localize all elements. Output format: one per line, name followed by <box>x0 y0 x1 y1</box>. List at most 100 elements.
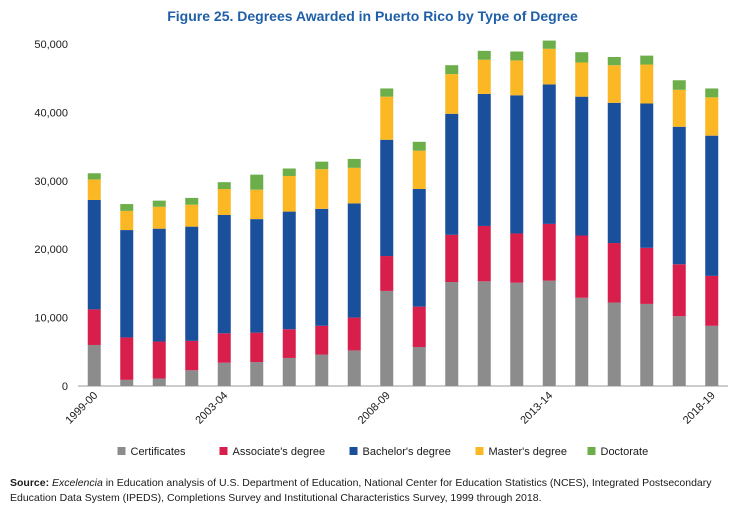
bar-segment <box>120 204 134 211</box>
bar-segment <box>185 204 199 227</box>
bar-segment <box>380 88 394 97</box>
bar-segment <box>412 189 426 307</box>
bar-segment <box>445 234 459 283</box>
legend-swatch <box>475 447 484 455</box>
bar-segment <box>217 362 231 386</box>
bar-segment <box>575 52 589 63</box>
bar-segment <box>250 332 264 363</box>
bar-segment <box>672 316 686 386</box>
bar-segment <box>250 189 264 220</box>
bar-segment <box>510 95 524 234</box>
bar-segment <box>575 62 589 97</box>
bar-segment <box>347 317 361 351</box>
legend-label: Bachelor's degree <box>363 446 451 458</box>
bar-segment <box>705 135 719 276</box>
bar-segment <box>640 303 654 386</box>
bar-segment <box>250 362 264 386</box>
bar-segment <box>477 50 491 60</box>
bar-segment <box>217 182 231 190</box>
bar-segment <box>185 340 199 371</box>
bar-segment <box>640 55 654 65</box>
legend-swatch <box>587 447 596 455</box>
bar-segment <box>380 139 394 257</box>
bar-segment <box>315 161 329 170</box>
chart-title: Figure 25. Degrees Awarded in Puerto Ric… <box>167 8 578 24</box>
bar-segment <box>217 189 231 215</box>
bar-segment <box>672 89 686 127</box>
bar-segment <box>185 226 199 341</box>
legend-label: Doctorate <box>601 446 649 458</box>
bar-segment <box>445 282 459 386</box>
y-tick-label: 20,000 <box>34 244 68 256</box>
bars <box>87 40 719 386</box>
bar-segment <box>380 256 394 291</box>
bar-segment <box>380 290 394 386</box>
bar-segment <box>640 247 654 304</box>
bar-segment <box>477 281 491 386</box>
bar-segment <box>282 168 296 177</box>
legend-swatch <box>117 447 126 455</box>
bar-segment <box>640 64 654 104</box>
bar-segment <box>412 141 426 151</box>
bar-segment <box>347 167 361 204</box>
bar-segment <box>412 150 426 190</box>
bar-segment <box>510 233 524 283</box>
x-tick-label: 2018-19 <box>681 390 718 427</box>
bar-segment <box>542 84 556 224</box>
bar-segment <box>282 211 296 330</box>
bar-segment <box>477 93 491 226</box>
bar-segment <box>152 228 166 342</box>
source-label: Source: <box>10 477 50 489</box>
bar-segment <box>672 80 686 90</box>
bar-segment <box>282 329 296 358</box>
bar-segment <box>542 40 556 49</box>
bar-segment <box>542 223 556 281</box>
bar-segment <box>412 347 426 386</box>
bar-segment <box>705 88 719 98</box>
bar-segment <box>250 174 264 190</box>
bar-segment <box>347 350 361 386</box>
y-axis: 0 10,000 20,000 30,000 40,000 50,000 <box>34 39 68 393</box>
bar-segment <box>445 113 459 235</box>
bar-segment <box>315 208 329 326</box>
bar-segment <box>607 102 621 244</box>
bar-segment <box>282 176 296 212</box>
bar-segment <box>120 379 134 386</box>
bar-segment <box>510 60 524 96</box>
legend-label: Master's degree <box>489 446 568 458</box>
bar-segment <box>315 354 329 386</box>
y-tick-label: 50,000 <box>34 39 68 51</box>
bar-segment <box>120 210 134 231</box>
bar-segment <box>607 243 621 303</box>
legend-label: Certificates <box>131 446 187 458</box>
y-tick-label: 10,000 <box>34 313 68 325</box>
bar-segment <box>152 341 166 379</box>
bar-segment <box>445 65 459 75</box>
bar-segment <box>575 297 589 386</box>
bar-segment <box>607 56 621 66</box>
bar-segment <box>542 280 556 386</box>
source-note: Source: Excelencia in Education analysis… <box>10 476 735 506</box>
bar-segment <box>282 357 296 386</box>
bar-segment <box>445 74 459 114</box>
source-italic: Excelencia <box>52 477 103 489</box>
bar-segment <box>120 230 134 338</box>
source-text: in Education analysis of U.S. Department… <box>10 477 712 504</box>
x-tick-label: 1999-00 <box>63 390 100 427</box>
bar-segment <box>347 203 361 318</box>
stacked-bar-chart: 0 10,000 20,000 30,000 40,000 50,000 1999-00 2… <box>34 39 728 458</box>
legend-label: Associate's degree <box>233 446 326 458</box>
bar-segment <box>250 219 264 333</box>
x-axis: 1999-00 2003-04 2008-09 2013-14 2018-19 <box>63 385 728 427</box>
bar-segment <box>347 158 361 168</box>
bar-segment <box>575 96 589 236</box>
legend-swatch <box>349 447 358 455</box>
bar-segment <box>607 302 621 386</box>
x-tick-label: 2013-14 <box>518 390 555 427</box>
bar-segment <box>185 370 199 386</box>
legend-swatch <box>219 447 228 455</box>
y-tick-label: 0 <box>62 381 68 393</box>
bar-segment <box>705 97 719 136</box>
legend: Certificates Associate's degree Bachelor's… <box>117 446 649 458</box>
bar-segment <box>672 126 686 265</box>
